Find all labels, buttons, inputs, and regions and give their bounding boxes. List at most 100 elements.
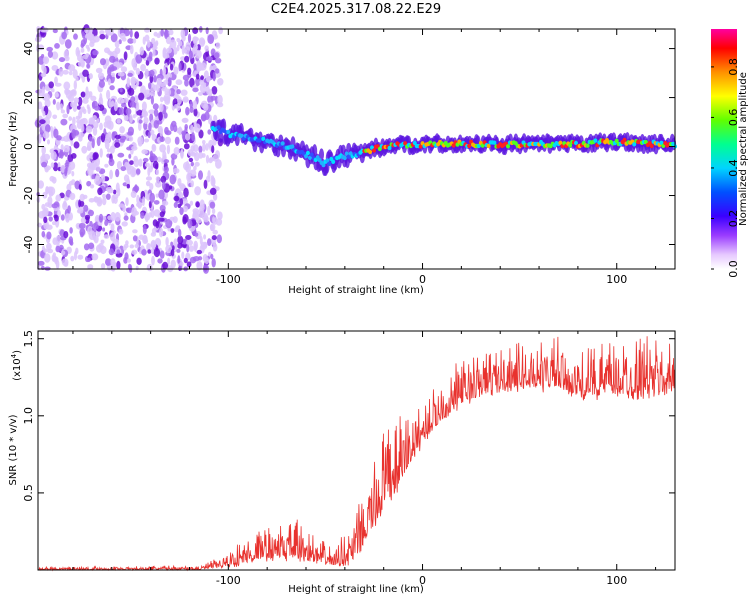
noise-blob bbox=[64, 168, 68, 177]
noise-blob bbox=[125, 108, 132, 116]
noise-blob bbox=[141, 110, 149, 118]
noise-blob bbox=[159, 211, 165, 218]
noise-blob bbox=[183, 143, 190, 150]
snr-scale-close: ) bbox=[12, 350, 23, 354]
noise-blob bbox=[133, 185, 140, 192]
noise-blob bbox=[84, 214, 91, 220]
noise-blob bbox=[91, 174, 96, 180]
noise-blob bbox=[72, 116, 76, 126]
noise-blob bbox=[189, 169, 197, 177]
noise-blob bbox=[63, 231, 69, 239]
noise-blob bbox=[100, 174, 106, 184]
noise-blob bbox=[86, 63, 90, 69]
noise-blob bbox=[78, 222, 86, 230]
noise-blob bbox=[170, 123, 174, 132]
noise-blob bbox=[145, 180, 151, 187]
noise-blob bbox=[97, 72, 105, 80]
noise-blob bbox=[131, 58, 137, 68]
noise-blob bbox=[92, 50, 99, 56]
colorbar-tick-label: 0.0 bbox=[727, 260, 740, 278]
noise-blob bbox=[138, 234, 144, 240]
noise-blob bbox=[41, 231, 46, 238]
noise-blob bbox=[83, 243, 90, 251]
noise-blob bbox=[53, 144, 59, 152]
noise-blob bbox=[192, 87, 199, 93]
noise-blob bbox=[193, 63, 197, 71]
ridge-core bbox=[387, 145, 392, 151]
noise-blob bbox=[54, 43, 60, 49]
ridge-core bbox=[585, 143, 590, 148]
noise-blob bbox=[198, 129, 204, 139]
noise-blob bbox=[172, 216, 178, 224]
noise-blob bbox=[207, 129, 212, 135]
noise-blob bbox=[148, 165, 153, 173]
noise-blob bbox=[186, 244, 190, 253]
ridge-core bbox=[321, 162, 326, 168]
noise-blob bbox=[107, 188, 114, 194]
noise-blob bbox=[187, 172, 191, 181]
noise-blob bbox=[200, 75, 205, 80]
noise-blob bbox=[42, 131, 50, 139]
noise-blob bbox=[109, 55, 116, 63]
noise-blob bbox=[55, 235, 62, 244]
noise-blob bbox=[134, 31, 140, 39]
ridge-band bbox=[319, 148, 324, 161]
ridge-band bbox=[218, 131, 224, 143]
snr-scale-prefix: (x10 bbox=[12, 358, 23, 381]
noise-blob bbox=[159, 144, 167, 153]
noise-blob bbox=[129, 101, 136, 108]
noise-blob bbox=[184, 79, 189, 87]
noise-blob bbox=[113, 189, 117, 195]
noise-blob bbox=[70, 255, 75, 262]
noise-blob bbox=[205, 175, 211, 183]
noise-blob bbox=[179, 183, 186, 190]
ridge-core bbox=[304, 154, 308, 159]
noise-blob bbox=[192, 27, 199, 34]
noise-blob bbox=[143, 238, 149, 244]
noise-blob bbox=[42, 110, 46, 117]
noise-blob bbox=[121, 103, 127, 108]
noise-blob bbox=[62, 69, 69, 75]
noise-blob bbox=[139, 46, 144, 56]
noise-blob bbox=[158, 189, 165, 200]
noise-blob bbox=[166, 88, 172, 96]
ridge-core bbox=[574, 140, 578, 146]
noise-blob bbox=[207, 34, 215, 45]
noise-blob bbox=[41, 27, 49, 33]
noise-blob bbox=[154, 57, 160, 65]
noise-blob bbox=[193, 165, 197, 171]
noise-blob bbox=[148, 109, 156, 114]
noise-blob bbox=[195, 201, 200, 208]
noise-blob bbox=[44, 166, 49, 173]
noise-blob bbox=[118, 107, 125, 115]
noise-blob bbox=[47, 50, 54, 58]
noise-blob bbox=[182, 198, 188, 206]
noise-blob bbox=[209, 187, 217, 195]
noise-blob bbox=[165, 218, 173, 229]
noise-blob bbox=[170, 228, 175, 233]
noise-blob bbox=[213, 114, 218, 122]
noise-blob bbox=[42, 66, 47, 75]
noise-blob bbox=[196, 218, 202, 224]
noise-blob bbox=[98, 79, 105, 88]
noise-blob bbox=[130, 190, 137, 198]
noise-blob bbox=[212, 71, 216, 82]
noise-blob bbox=[160, 28, 164, 37]
noise-blob bbox=[164, 29, 168, 40]
noise-blob bbox=[88, 117, 96, 125]
noise-blob bbox=[166, 47, 172, 54]
noise-blob bbox=[99, 148, 103, 158]
noise-blob bbox=[71, 179, 76, 186]
noise-blob bbox=[189, 106, 194, 113]
noise-blob bbox=[87, 106, 91, 115]
noise-blob bbox=[203, 234, 207, 240]
noise-blob bbox=[108, 158, 115, 167]
noise-blob bbox=[54, 214, 59, 222]
noise-blob bbox=[87, 257, 91, 263]
noise-blob bbox=[102, 227, 106, 232]
noise-blob bbox=[114, 142, 121, 148]
noise-blob bbox=[189, 77, 195, 88]
noise-blob bbox=[51, 65, 59, 71]
noise-blob bbox=[54, 76, 58, 85]
noise-blob bbox=[204, 111, 210, 121]
